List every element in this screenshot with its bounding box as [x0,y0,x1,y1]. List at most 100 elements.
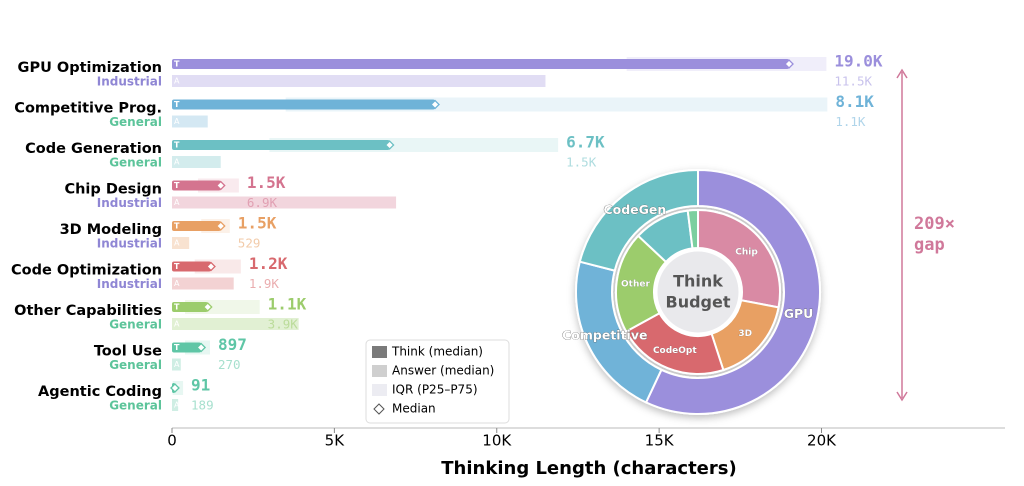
annotation: gap [914,235,945,255]
answer-bar [172,399,179,411]
donut [575,168,821,415]
category-label: Other Capabilities [14,303,162,319]
answer-value-label: 1.1K [835,114,866,129]
category-label: Chip Design [64,182,162,198]
median-marker [215,221,226,231]
donut-segment [697,208,781,309]
x-axis-label: Thinking Length (characters) [441,458,736,479]
think-bar [172,221,221,231]
legend-label: Answer (median) [392,364,494,378]
donut-center [654,248,742,336]
answer-value-label: 1.5K [566,155,597,170]
group-label: Industrial [97,196,162,210]
category-label: Agentic Coding [38,384,162,400]
donut-segment [644,168,821,415]
answer-value-label: 11.5K [834,74,872,89]
x-tick-label: 10K [482,432,512,450]
legend-swatch [372,365,387,377]
answer-tag: A [174,77,180,86]
group-label: General [109,358,162,372]
answer-bar [172,277,234,290]
center-label: Think [673,272,723,291]
answer-tag: A [174,279,180,288]
median-marker [384,140,395,150]
think-tag: T [174,262,180,271]
median-marker [784,59,794,69]
think-value-label: 1.5K [238,214,277,233]
answer-tag: A [174,360,180,369]
group-label: Industrial [97,75,162,89]
median-marker [196,342,207,353]
answer-bar [172,196,397,209]
group-label: General [109,156,162,170]
think-value-label: 1.2K [249,254,288,273]
legend-label: Think (median) [391,345,483,359]
think-tag: T [174,343,180,352]
answer-value-label: 270 [218,357,241,372]
segment-label: Other [621,280,650,290]
answer-tag: A [174,239,180,248]
think-tag: T [174,60,180,69]
legend-label: IQR (P25–P75) [392,383,478,397]
group-label: General [109,115,162,129]
think-bar [172,140,390,150]
legend-swatch [372,384,387,396]
think-bar [172,261,211,272]
think-bar [172,302,208,312]
answer-value-label: 529 [238,236,261,251]
think-value-label: 1.1K [268,295,307,314]
x-tick-label: 15K [645,432,675,450]
answer-bar [172,318,299,330]
x-tick-label: 0 [167,432,177,450]
x-tick-label: 5K [325,432,346,450]
donut-segment [578,168,699,272]
group-label: General [109,318,162,332]
answer-value-label: 189 [191,398,214,413]
think-bar [172,342,202,353]
answer-value-label: 6.9K [247,195,278,210]
segment-label: Chip [735,247,758,257]
think-value-label: 6.7K [566,133,605,152]
answer-tag: A [174,158,180,167]
think-tag: T [174,181,180,190]
answer-value-label: 3.9K [268,317,299,332]
median-marker [202,302,213,312]
answer-tag: A [174,117,180,126]
think-bar [172,59,790,69]
legend-label: Median [392,402,436,416]
x-tick-label: 20K [807,432,837,450]
think-tag: T [174,303,180,312]
median-marker [206,261,216,272]
think-value-label: 1.5K [247,173,286,192]
think-bar [172,99,436,110]
answer-bar [172,75,546,87]
answer-bar [172,358,181,371]
think-value-label: 91 [191,376,210,395]
segment-label: CodeGen [603,202,666,217]
median-marker [430,99,440,110]
answer-tag: A [174,320,180,329]
category-label: Competitive Prog. [14,101,162,117]
segment-label: 3D [738,329,752,339]
answer-tag: A [174,401,180,410]
category-label: Tool Use [94,344,162,360]
category-label: GPU Optimization [18,60,162,76]
answer-bar [172,115,208,128]
category-label: 3D Modeling [60,222,162,238]
category-label: Code Generation [25,141,162,157]
arrow-head [896,391,908,402]
think-tag: T [174,222,180,231]
segment-label: GPU [784,306,814,321]
think-tag: T [174,141,180,150]
segment-label: CodeOpt [653,346,697,356]
group-label: Industrial [97,277,162,291]
donut-segment [686,208,699,250]
center-label: Budget [666,293,731,312]
think-tag: T [174,100,180,109]
segment-label: Competitive [562,327,647,342]
legend-swatch [372,346,387,358]
think-value-label: 8.1K [835,92,874,111]
arrow-head [896,68,908,79]
answer-value-label: 1.9K [249,276,280,291]
